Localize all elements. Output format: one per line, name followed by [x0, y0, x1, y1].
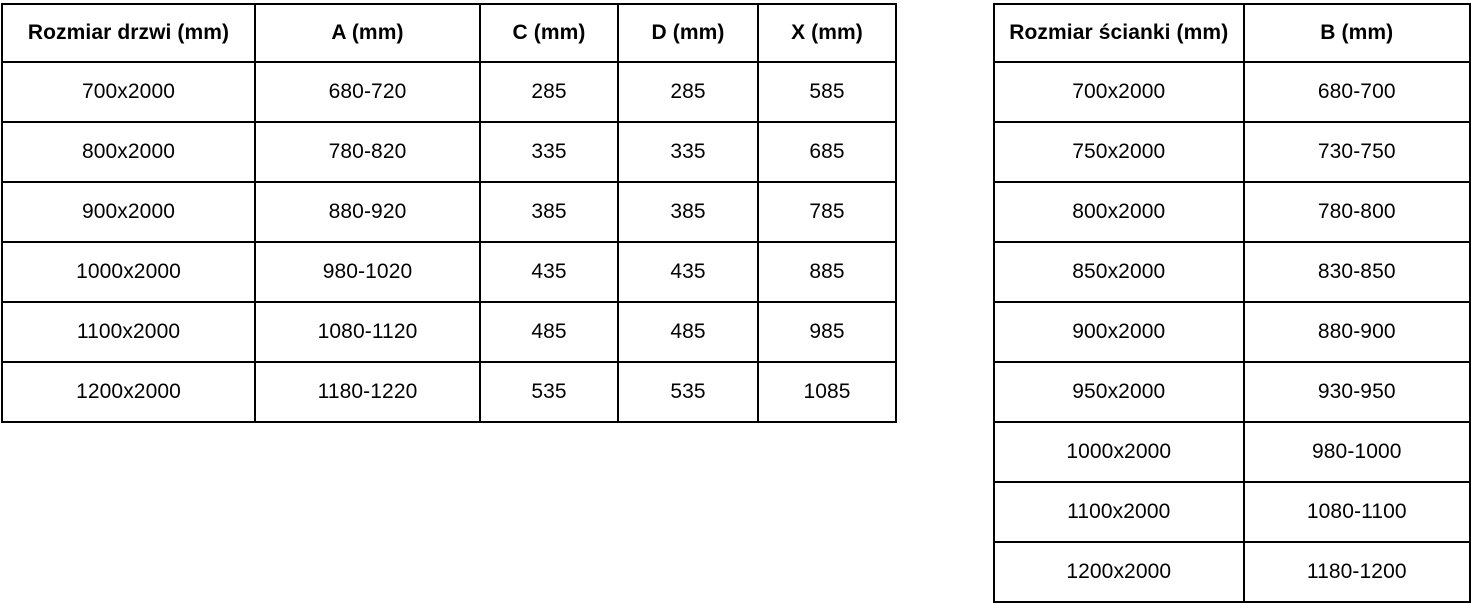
cell-door-size: 900x2000	[1, 181, 256, 243]
cell-c: 385	[479, 181, 619, 243]
cell-b: 980-1000	[1242, 421, 1471, 483]
cell-x: 685	[757, 121, 897, 183]
cell-wall-size: 700x2000	[993, 61, 1245, 123]
cell-c: 285	[479, 61, 619, 123]
cell-door-size: 1100x2000	[1, 301, 256, 363]
column-header-c: C (mm)	[479, 3, 619, 63]
cell-a: 1080-1120	[254, 301, 481, 363]
table-row: 700x2000 680-700	[993, 61, 1471, 123]
cell-wall-size: 900x2000	[993, 301, 1245, 363]
specification-tables-canvas: Rozmiar drzwi (mm) A (mm) C (mm) D (mm) …	[1, 3, 1471, 603]
cell-b: 880-900	[1242, 301, 1471, 363]
column-header-x: X (mm)	[757, 3, 897, 63]
cell-b: 1080-1100	[1242, 481, 1471, 543]
table-row: 800x2000 780-820 335 335 685	[1, 121, 897, 183]
door-dimensions-table: Rozmiar drzwi (mm) A (mm) C (mm) D (mm) …	[1, 3, 897, 423]
cell-a: 880-920	[254, 181, 481, 243]
column-header-door-size: Rozmiar drzwi (mm)	[1, 3, 256, 63]
cell-b: 730-750	[1242, 121, 1471, 183]
table-header-row: Rozmiar drzwi (mm) A (mm) C (mm) D (mm) …	[1, 3, 897, 63]
cell-wall-size: 850x2000	[993, 241, 1245, 303]
cell-b: 930-950	[1242, 361, 1471, 423]
cell-door-size: 700x2000	[1, 61, 256, 123]
table-header-row: Rozmiar ścianki (mm) B (mm)	[993, 3, 1471, 63]
cell-d: 385	[617, 181, 759, 243]
cell-c: 335	[479, 121, 619, 183]
cell-x: 785	[757, 181, 897, 243]
cell-b: 680-700	[1242, 61, 1471, 123]
cell-d: 335	[617, 121, 759, 183]
cell-x: 1085	[757, 361, 897, 423]
table-row: 700x2000 680-720 285 285 585	[1, 61, 897, 123]
column-header-a: A (mm)	[254, 3, 481, 63]
cell-a: 680-720	[254, 61, 481, 123]
table-row: 1000x2000 980-1000	[993, 421, 1471, 483]
column-header-wall-size: Rozmiar ścianki (mm)	[993, 3, 1245, 63]
table-row: 800x2000 780-800	[993, 181, 1471, 243]
table-row: 850x2000 830-850	[993, 241, 1471, 303]
wall-table-header: Rozmiar ścianki (mm) B (mm)	[993, 3, 1471, 63]
table-row: 1100x2000 1080-1100	[993, 481, 1471, 543]
cell-d: 285	[617, 61, 759, 123]
cell-x: 585	[757, 61, 897, 123]
table-row: 1000x2000 980-1020 435 435 885	[1, 241, 897, 303]
cell-c: 485	[479, 301, 619, 363]
column-header-b: B (mm)	[1242, 3, 1471, 63]
door-table-body: 700x2000 680-720 285 285 585 800x2000 78…	[1, 61, 897, 423]
table-row: 900x2000 880-900	[993, 301, 1471, 363]
cell-b: 780-800	[1242, 181, 1471, 243]
cell-door-size: 1200x2000	[1, 361, 256, 423]
cell-b: 1180-1200	[1242, 541, 1471, 603]
cell-wall-size: 950x2000	[993, 361, 1245, 423]
cell-d: 485	[617, 301, 759, 363]
cell-c: 535	[479, 361, 619, 423]
door-table-header: Rozmiar drzwi (mm) A (mm) C (mm) D (mm) …	[1, 3, 897, 63]
table-row: 750x2000 730-750	[993, 121, 1471, 183]
table-row: 1100x2000 1080-1120 485 485 985	[1, 301, 897, 363]
cell-wall-size: 1000x2000	[993, 421, 1245, 483]
table-row: 900x2000 880-920 385 385 785	[1, 181, 897, 243]
cell-x: 985	[757, 301, 897, 363]
wall-table-body: 700x2000 680-700 750x2000 730-750 800x20…	[993, 61, 1471, 603]
cell-door-size: 800x2000	[1, 121, 256, 183]
cell-d: 435	[617, 241, 759, 303]
table-row: 950x2000 930-950	[993, 361, 1471, 423]
table-row: 1200x2000 1180-1220 535 535 1085	[1, 361, 897, 423]
column-header-d: D (mm)	[617, 3, 759, 63]
cell-door-size: 1000x2000	[1, 241, 256, 303]
wall-panel-dimensions-table: Rozmiar ścianki (mm) B (mm) 700x2000 680…	[993, 3, 1471, 603]
cell-c: 435	[479, 241, 619, 303]
cell-a: 980-1020	[254, 241, 481, 303]
cell-wall-size: 1100x2000	[993, 481, 1245, 543]
cell-d: 535	[617, 361, 759, 423]
cell-wall-size: 1200x2000	[993, 541, 1245, 603]
cell-a: 780-820	[254, 121, 481, 183]
cell-b: 830-850	[1242, 241, 1471, 303]
table-row: 1200x2000 1180-1200	[993, 541, 1471, 603]
cell-a: 1180-1220	[254, 361, 481, 423]
cell-wall-size: 750x2000	[993, 121, 1245, 183]
cell-wall-size: 800x2000	[993, 181, 1245, 243]
cell-x: 885	[757, 241, 897, 303]
